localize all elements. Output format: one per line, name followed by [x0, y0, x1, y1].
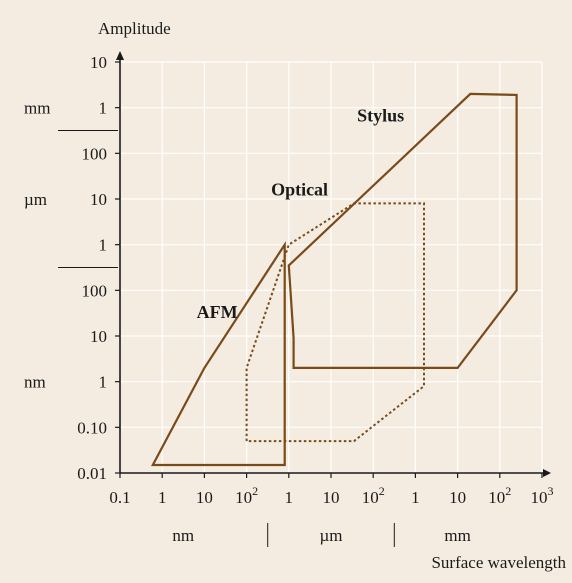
- y-tick-label: 0.10: [77, 418, 107, 437]
- y-tick-label: 100: [82, 281, 108, 300]
- y-axis-title: Amplitude: [98, 19, 171, 38]
- x-tick-label: 10: [323, 488, 340, 507]
- y-axis-arrow-icon: [116, 51, 124, 60]
- x-tick-label: 1: [285, 488, 294, 507]
- y-unit-label-1: µm: [24, 190, 47, 209]
- y-unit-label-2: nm: [24, 373, 46, 392]
- x-tick-label: 1: [158, 488, 167, 507]
- y-tick-label: 1: [99, 99, 108, 118]
- y-tick-label: 100: [82, 144, 108, 163]
- x-tick-label: 102: [235, 484, 258, 507]
- x-tick-label: 0.1: [109, 488, 130, 507]
- series-optical-region: [245, 202, 425, 443]
- y-tick-label: 1: [99, 236, 108, 255]
- y-tick-label: 0.01: [77, 464, 107, 483]
- series-stylus-region: [287, 92, 518, 369]
- x-tick-label: 102: [488, 484, 511, 507]
- y-tick-label: 10: [90, 53, 107, 72]
- series-layer: [150, 92, 518, 467]
- x-unit-label-2: mm: [444, 526, 470, 545]
- x-unit-label-0: nm: [172, 526, 194, 545]
- x-axis-arrow-icon: [543, 469, 551, 477]
- y-unit-label-0: mm: [24, 99, 50, 118]
- y-tick-label: 10: [90, 327, 107, 346]
- label-layer: AFM Optical Stylus 0.01 0.10 1 10 100 1 10 100 1 10 0…: [24, 19, 566, 572]
- series-afm-region: [150, 240, 286, 467]
- x-tick-label: 102: [362, 484, 385, 507]
- y-tick-label: 1: [99, 373, 108, 392]
- x-tick-label: 103: [531, 484, 554, 507]
- y-tick-label: 10: [90, 190, 107, 209]
- x-axis-title: Surface wavelength: [431, 553, 566, 572]
- x-tick-label: 10: [449, 488, 466, 507]
- x-tick-label: 10: [196, 488, 213, 507]
- x-unit-label-1: µm: [319, 526, 342, 545]
- series-afm-label: AFM: [197, 302, 238, 322]
- series-stylus-label: Stylus: [357, 105, 404, 125]
- series-optical-label: Optical: [271, 179, 328, 199]
- grid-layer: [120, 61, 543, 473]
- x-tick-label: 1: [411, 488, 420, 507]
- axis-layer: [58, 51, 551, 547]
